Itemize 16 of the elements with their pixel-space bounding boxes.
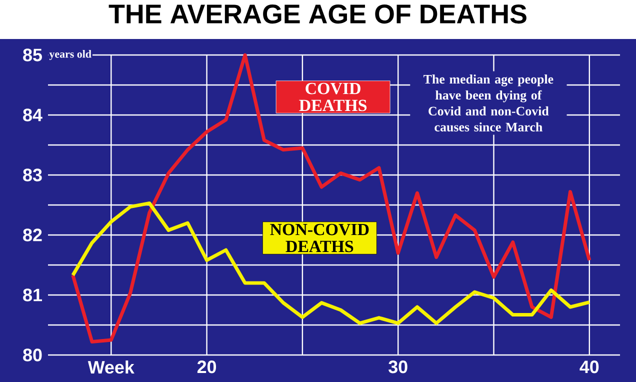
x-tick-label: 20	[197, 360, 216, 374]
y-tick-label: 83	[23, 168, 42, 182]
x-tick-label: 40	[580, 360, 599, 374]
y-tick-label: 84	[23, 108, 42, 122]
series-label: NON-COVID DEATHS	[270, 224, 369, 252]
y-tick-label: 80	[23, 348, 42, 362]
x-tick-label: Week	[88, 360, 134, 374]
annotation: The median age people have been dying of Covid and non-Covid causes since March	[424, 74, 554, 132]
y-tick-label: 85	[23, 48, 42, 62]
chart-title: THE AVERAGE AGE OF DEATHS	[108, 4, 526, 24]
x-tick-label: 30	[388, 360, 408, 374]
y-axis-title: years old	[49, 50, 92, 60]
y-tick-label: 82	[23, 228, 42, 242]
line-series	[71, 201, 592, 325]
y-tick-label: 81	[23, 288, 42, 302]
text: COVID DEATHS	[299, 82, 367, 112]
